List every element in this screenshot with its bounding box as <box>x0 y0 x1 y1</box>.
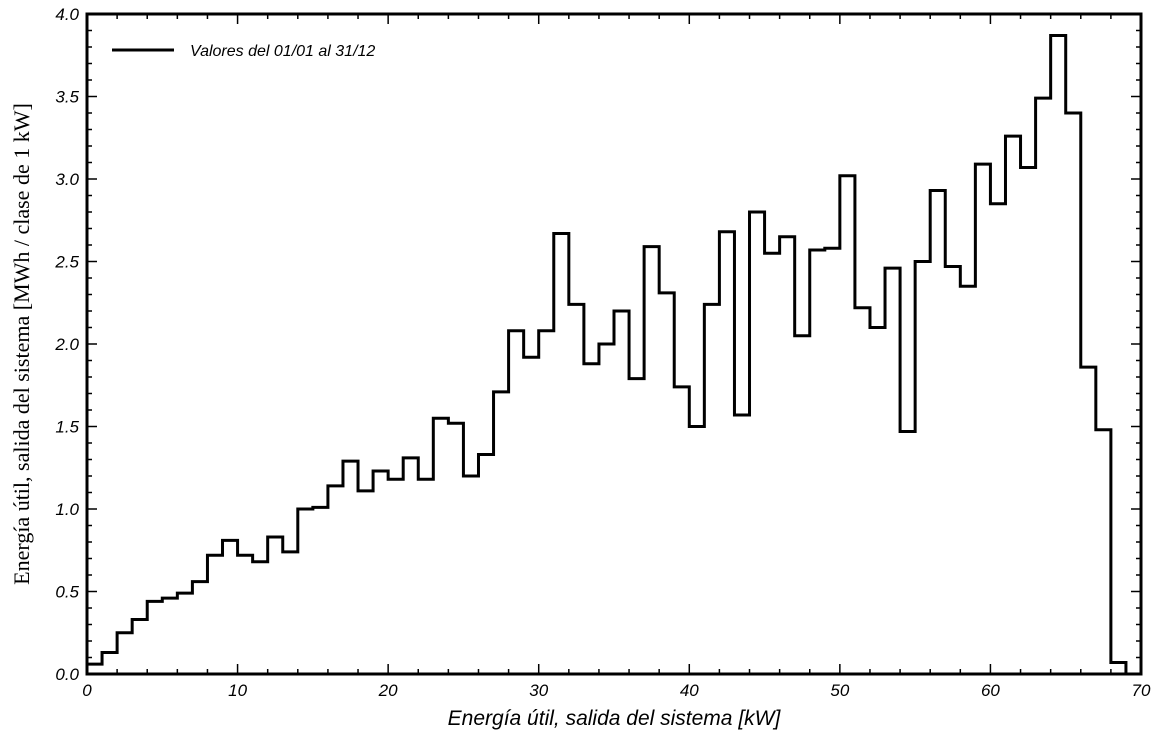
histogram-bin <box>1066 113 1081 674</box>
histogram-bin <box>810 250 825 674</box>
x-tick-label: 40 <box>680 681 699 700</box>
histogram-bin <box>719 232 734 674</box>
histogram-bin <box>584 364 599 674</box>
histogram-bin <box>960 286 975 674</box>
histogram-bin <box>1005 136 1020 674</box>
histogram-bin <box>659 293 674 674</box>
x-tick-label: 50 <box>830 681 849 700</box>
histogram-bin <box>900 431 915 674</box>
histogram-bin <box>177 593 192 674</box>
x-tick-label: 20 <box>378 681 398 700</box>
histogram-bin <box>930 191 945 674</box>
histogram-bin <box>403 458 418 674</box>
x-tick-label: 70 <box>1132 681 1151 700</box>
histogram-bin <box>478 455 493 674</box>
histogram-bin <box>418 479 433 674</box>
histogram-bin <box>313 507 328 674</box>
series-group <box>87 33 1141 676</box>
histogram-bin <box>1081 367 1096 674</box>
histogram-bin <box>268 537 283 674</box>
histogram-bin <box>358 491 373 674</box>
x-tick-label: 10 <box>228 681 247 700</box>
histogram-bin <box>1096 430 1111 674</box>
histogram-bin <box>343 461 358 674</box>
histogram-bin <box>448 423 463 674</box>
histogram-bin <box>750 212 765 674</box>
histogram-bin <box>1051 35 1066 674</box>
histogram-bin <box>975 164 990 674</box>
histogram-bin <box>644 247 659 674</box>
histogram-bin <box>509 331 524 674</box>
histogram-bin <box>780 237 795 674</box>
histogram-bin <box>433 418 448 674</box>
histogram-bin <box>1111 662 1126 674</box>
histogram-bin <box>795 336 810 674</box>
histogram-bin <box>915 262 930 675</box>
series-outline <box>87 33 1141 676</box>
x-axis-tick-labels: 0 10 20 30 40 50 60 70 <box>82 681 1151 700</box>
y-tick-label: 4.0 <box>55 5 79 24</box>
histogram-bin <box>388 479 403 674</box>
histogram-bin <box>132 620 147 674</box>
histogram-bin <box>298 509 313 674</box>
y-tick-label: 0.0 <box>55 665 79 684</box>
histogram-bin <box>674 387 689 674</box>
histogram-bin <box>162 598 177 674</box>
y-tick-label: 1.5 <box>55 418 79 437</box>
histogram-bin <box>870 328 885 675</box>
histogram-bin <box>599 344 614 674</box>
y-tick-label: 3.5 <box>55 88 79 107</box>
histogram-bin <box>494 392 509 674</box>
histogram-bin <box>945 266 960 674</box>
x-axis-title: Energía útil, salida del sistema [kW] <box>448 707 782 730</box>
histogram-bin <box>463 476 478 674</box>
histogram-bin <box>704 304 719 674</box>
histogram-bin <box>569 304 584 674</box>
histogram-bin <box>283 552 298 674</box>
histogram-bin <box>238 555 253 674</box>
y-tick-label: 2.5 <box>54 253 79 272</box>
histogram-bin <box>253 562 268 674</box>
histogram-bin <box>1036 98 1051 674</box>
histogram-bin <box>765 253 780 674</box>
histogram-bin <box>825 248 840 674</box>
y-tick-label: 0.5 <box>55 583 79 602</box>
histogram-bin <box>629 379 644 674</box>
y-tick-label: 1.0 <box>55 500 79 519</box>
histogram-bin <box>328 486 343 674</box>
histogram-bin <box>840 176 855 674</box>
histogram-bin <box>117 633 132 674</box>
y-tick-label: 3.0 <box>55 170 79 189</box>
histogram-bin <box>223 540 238 674</box>
legend-label: Valores del 01/01 al 31/12 <box>190 43 375 60</box>
legend: Valores del 01/01 al 31/12 <box>112 43 375 60</box>
x-tick-label: 30 <box>529 681 548 700</box>
histogram-bin <box>990 204 1005 674</box>
histogram-bin <box>373 471 388 674</box>
histogram-bin <box>192 582 207 674</box>
histogram-bin <box>885 268 900 674</box>
histogram-bin <box>734 415 749 674</box>
x-tick-label: 60 <box>981 681 1000 700</box>
histogram-bin <box>689 427 704 675</box>
x-tick-label: 0 <box>82 681 92 700</box>
y-axis-title: Energía útil, salida del sistema [MWh / … <box>9 103 34 585</box>
series-step-line <box>87 33 1141 676</box>
histogram-bin <box>147 601 162 674</box>
y-tick-label: 2.0 <box>54 335 79 354</box>
histogram-bin <box>524 357 539 674</box>
histogram-bin <box>855 308 870 674</box>
histogram-bin <box>207 555 222 674</box>
histogram-bin <box>614 311 629 674</box>
histogram-bin <box>554 233 569 674</box>
histogram-bin <box>1021 167 1036 674</box>
y-axis-tick-labels: 0.0 0.5 1.0 1.5 2.0 2.5 3.0 3.5 4.0 <box>54 5 79 684</box>
histogram-bin <box>102 653 117 674</box>
histogram-bin <box>539 331 554 674</box>
